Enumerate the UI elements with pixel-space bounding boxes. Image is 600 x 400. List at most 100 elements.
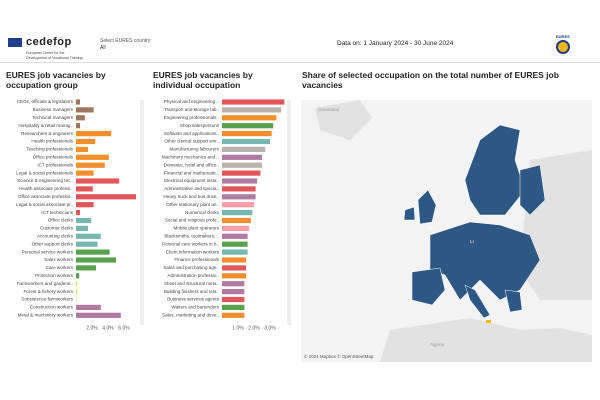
bar xyxy=(76,225,88,231)
y-tick-label: Engineering professionals.. xyxy=(164,115,219,120)
bar xyxy=(222,241,248,247)
y-tick-label: Shop salespersons xyxy=(180,123,220,128)
bar xyxy=(222,265,246,271)
y-tick-label: Sales and purchasing age.. xyxy=(163,265,219,270)
y-tick-label: Other support clerks xyxy=(32,241,74,246)
y-tick-label: Numerical clerks xyxy=(185,210,220,215)
y-tick-label: Researchers & engineers xyxy=(21,131,74,136)
bar xyxy=(222,281,245,287)
y-tick-label: Protection workers xyxy=(35,273,74,278)
bar xyxy=(76,154,109,160)
bar xyxy=(76,233,101,239)
country-value[interactable]: All xyxy=(100,45,106,51)
y-tick-label: Hospitality & retail manag.. xyxy=(18,123,73,128)
region-highlight xyxy=(486,320,491,323)
x-tick-label: 6.0% xyxy=(118,326,130,332)
y-tick-label: Farmworkers and gardene.. xyxy=(17,281,73,286)
y-tick-label: Health professionals xyxy=(31,139,73,144)
bar xyxy=(222,304,245,310)
bar xyxy=(76,138,96,145)
bar xyxy=(222,249,248,255)
x-tick-label: 4.0% xyxy=(102,326,114,332)
bar xyxy=(222,138,270,145)
y-tick-label: Finance professionals xyxy=(174,257,219,262)
y-tick-label: Business managers xyxy=(33,107,74,112)
y-tick-label: Office clerks xyxy=(48,218,74,223)
bar xyxy=(76,123,80,129)
map-label: LU xyxy=(428,225,434,230)
y-tick-label: Care workers xyxy=(46,265,74,270)
y-tick-label: Electrical equipment insta.. xyxy=(164,178,219,183)
bar xyxy=(76,257,116,263)
y-tick-label: Other stationary plant an.. xyxy=(166,202,219,207)
bar xyxy=(76,312,121,318)
y-tick-label: Machinery mechanics and .. xyxy=(162,155,219,160)
y-tick-label: Blacksmiths, toolmakers, .. xyxy=(164,234,219,239)
y-tick-label: Transport and storage lab.. xyxy=(164,107,219,112)
y-tick-label: ICT professionals xyxy=(37,162,73,167)
map-label: Greenland xyxy=(318,107,340,112)
bar xyxy=(222,289,245,295)
bar xyxy=(222,186,256,192)
bar xyxy=(222,178,258,184)
y-tick-label: Sales workers xyxy=(44,257,74,262)
bar xyxy=(222,312,245,318)
bar xyxy=(76,170,94,176)
scrollbar[interactable] xyxy=(287,100,291,325)
bar xyxy=(76,273,80,279)
bar xyxy=(222,233,248,239)
bar xyxy=(76,202,94,208)
bar xyxy=(76,265,96,271)
bar xyxy=(76,281,77,287)
bar xyxy=(222,146,266,152)
bar xyxy=(222,123,274,129)
y-tick-label: CEOs, officials & legislators xyxy=(17,99,74,104)
map-attribution: © 2024 Mapbox © OpenStreetMap xyxy=(304,353,374,359)
bar xyxy=(222,296,245,303)
org-subtitle: European Centre for the Development of V… xyxy=(26,51,83,60)
bar xyxy=(222,273,246,279)
y-tick-label: Accounting clerks xyxy=(37,234,74,239)
bar xyxy=(222,162,262,168)
y-tick-label: Customer clerks xyxy=(40,226,74,231)
y-tick-label: Manufacturing labourers xyxy=(169,147,219,152)
region xyxy=(417,189,437,225)
y-tick-label: Software and applications.. xyxy=(164,131,219,136)
bar xyxy=(76,217,92,224)
y-tick-label: Office associate professio.. xyxy=(18,194,73,199)
y-tick-label: Sheet and structural meta.. xyxy=(164,281,219,286)
chart-title: EURES job vacancies by occupation group xyxy=(6,70,106,90)
divider xyxy=(0,62,600,63)
land xyxy=(380,318,592,362)
bar xyxy=(222,115,277,121)
bar xyxy=(76,178,120,184)
bar xyxy=(222,107,282,113)
org-name: cedefop xyxy=(26,36,72,48)
y-tick-label: Mobile plant operators xyxy=(174,226,220,231)
y-tick-label: Subsistence farmworkers xyxy=(21,297,73,302)
region xyxy=(411,267,446,306)
bar xyxy=(222,217,251,224)
y-tick-label: Construction workers xyxy=(30,305,74,310)
bar xyxy=(76,99,80,105)
y-tick-label: Office professionals xyxy=(33,155,74,160)
bar xyxy=(222,194,256,200)
y-tick-label: Building finishers and rela.. xyxy=(164,289,219,294)
map-label: Algeria xyxy=(430,342,445,347)
region xyxy=(519,164,546,216)
x-tick-label: 1.0% xyxy=(232,326,244,332)
y-tick-label: Social and religious profe.. xyxy=(165,218,219,223)
map-title: Share of selected occupation on the tota… xyxy=(302,70,559,90)
scrollbar[interactable] xyxy=(140,100,144,325)
region xyxy=(403,206,416,221)
bar xyxy=(76,146,88,152)
y-tick-label: ICT technicians xyxy=(41,210,73,215)
y-tick-label: Business services agents xyxy=(167,297,220,302)
y-tick-label: Legal & social associate pr.. xyxy=(16,202,73,207)
bar xyxy=(76,107,94,113)
bar xyxy=(76,115,85,121)
y-tick-label: Science & engineering tec.. xyxy=(17,178,73,183)
y-tick-label: Administration professio.. xyxy=(167,273,219,278)
region xyxy=(504,289,523,313)
bar xyxy=(222,210,253,216)
